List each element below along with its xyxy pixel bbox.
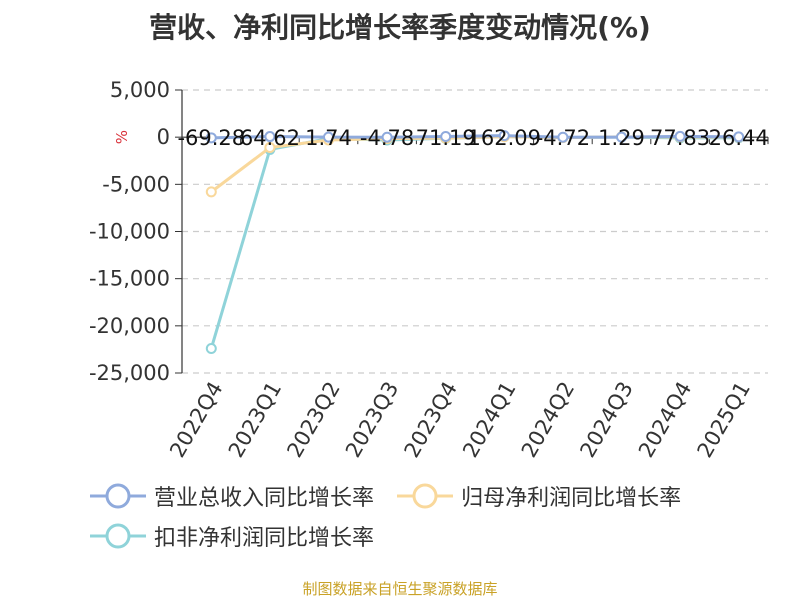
x-tick-labels: 2022Q42023Q12023Q22023Q32023Q42024Q12024… bbox=[165, 378, 755, 462]
data-label: 1.74 bbox=[305, 126, 352, 150]
data-point bbox=[440, 130, 452, 142]
y-tick-labels: 5,000 0 -5,000 -10,000 -15,000 -20,000 -25,000 bbox=[89, 78, 170, 385]
legend-item-revenue[interactable]: 营业总收入同比增长率 bbox=[90, 476, 374, 516]
data-point bbox=[323, 131, 334, 143]
data-point bbox=[674, 130, 686, 142]
y-tick-label: -10,000 bbox=[89, 220, 170, 244]
x-tick-label: 2023Q1 bbox=[224, 378, 286, 462]
x-tick-label: 2024Q1 bbox=[458, 378, 520, 462]
chart-title: 营收、净利同比增长率季度变动情况(%) bbox=[149, 11, 651, 44]
data-point bbox=[264, 131, 276, 143]
data-point bbox=[205, 132, 217, 144]
legend-marker-icon bbox=[90, 483, 146, 509]
data-label: 1.29 bbox=[598, 126, 645, 150]
data-label: 77.83 bbox=[650, 126, 710, 150]
legend-item-deducted-profit[interactable]: 扣非净利润同比增长率 bbox=[90, 516, 752, 556]
legend-label: 扣非净利润同比增长率 bbox=[154, 526, 375, 551]
y-tick-label: 5,000 bbox=[110, 78, 170, 102]
data-label: 26.44 bbox=[709, 126, 769, 150]
x-tick-label: 2022Q4 bbox=[165, 378, 227, 462]
y-tick-label: -5,000 bbox=[102, 172, 170, 196]
data-point bbox=[616, 131, 627, 143]
data-point bbox=[381, 131, 393, 143]
grid-lines bbox=[182, 89, 768, 374]
x-tick-label: 2024Q3 bbox=[575, 378, 637, 462]
series-line bbox=[211, 134, 739, 140]
line-chart: 5,000 0 -5,000 -10,000 -15,000 -20,000 -25,000… bbox=[89, 78, 769, 462]
data-label: -69.28 bbox=[177, 126, 245, 150]
data-point bbox=[498, 130, 510, 142]
legend-item-net-profit[interactable]: 归母净利润同比增长率 bbox=[397, 476, 681, 516]
y-tick-label: -20,000 bbox=[89, 314, 170, 338]
data-label: 71.19 bbox=[416, 126, 476, 150]
data-point bbox=[264, 142, 276, 154]
data-label: -4.72 bbox=[536, 126, 590, 150]
x-tick-label: 2023Q4 bbox=[400, 378, 462, 462]
legend-marker-icon bbox=[90, 523, 146, 549]
y-axis-unit: % bbox=[113, 130, 131, 144]
data-label: -4.78 bbox=[360, 126, 414, 150]
data-point bbox=[205, 186, 217, 198]
y-tick-label: -15,000 bbox=[89, 267, 170, 291]
data-point bbox=[557, 131, 569, 143]
data-source: 制图数据来自恒生聚源数据库 bbox=[302, 580, 498, 598]
x-tick-label: 2023Q2 bbox=[282, 378, 344, 462]
data-point bbox=[205, 342, 217, 354]
series-lines bbox=[205, 130, 745, 354]
x-tick-label: 2023Q3 bbox=[341, 378, 403, 462]
legend-label: 营业总收入同比增长率 bbox=[154, 486, 375, 511]
data-label: 162.09 bbox=[468, 126, 541, 150]
data-label: 64.62 bbox=[240, 126, 300, 150]
x-tick-label: 2024Q2 bbox=[517, 378, 579, 462]
legend-marker-icon bbox=[397, 483, 454, 509]
x-tick-label: 2025Q1 bbox=[693, 378, 755, 462]
series-line bbox=[209, 135, 739, 349]
x-tick-label: 2024Q4 bbox=[634, 378, 696, 462]
y-tick-label: 0 bbox=[157, 125, 170, 149]
y-tick-label: -25,000 bbox=[89, 361, 170, 385]
legend: 营业总收入同比增长率 归母净利润同比增长率 扣非净利润同比增长率 bbox=[90, 476, 770, 556]
legend-label: 归母净利润同比增长率 bbox=[461, 486, 682, 511]
data-point bbox=[733, 131, 745, 143]
